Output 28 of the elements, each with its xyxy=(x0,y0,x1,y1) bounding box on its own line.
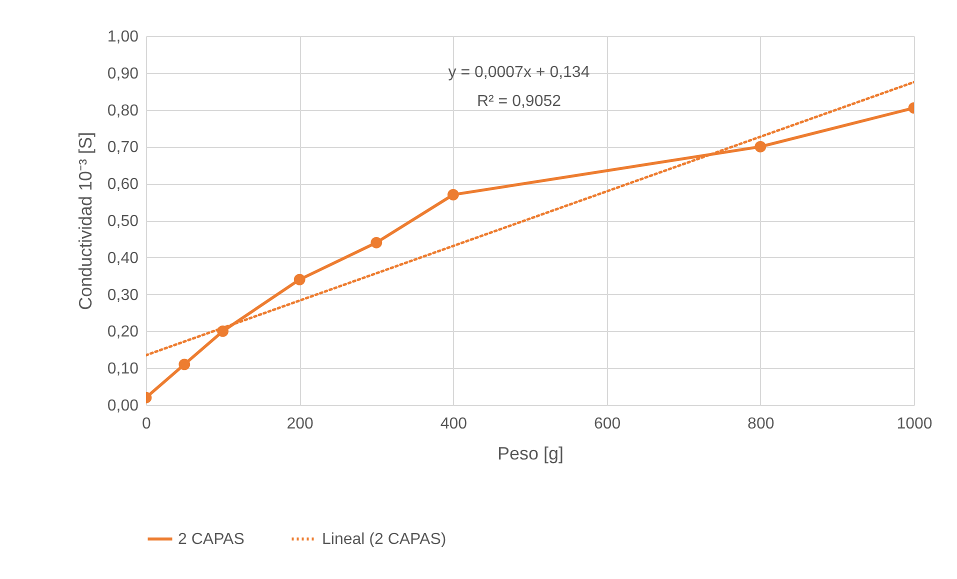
y-tick-label: 0,60 xyxy=(107,176,139,194)
point xyxy=(294,274,306,286)
y-tick-label: 0,40 xyxy=(107,250,139,267)
point xyxy=(448,188,459,200)
y-axis-title: Conductividad 10⁻³ [S] xyxy=(75,132,96,310)
x-tick-label: 200 xyxy=(286,416,314,432)
y-tick-label: 0,80 xyxy=(107,102,139,120)
y-tick-label: 0,30 xyxy=(107,286,139,304)
x-axis-title: Peso [g] xyxy=(497,444,564,464)
y-tick-label: 0,20 xyxy=(107,324,139,341)
point xyxy=(754,141,766,152)
x-tick-label: 400 xyxy=(440,416,468,432)
point xyxy=(370,236,382,248)
point xyxy=(178,358,190,370)
annotation: R² = 0,9052 xyxy=(476,93,562,110)
legend-label: Lineal (2 CAPAS) xyxy=(322,531,446,548)
annotation: y = 0,0007x + 0,134 xyxy=(448,64,590,81)
x-tick-label: 1000 xyxy=(896,416,932,432)
y-tick-label: 0,90 xyxy=(107,65,139,82)
y-tick-label: 0,50 xyxy=(107,213,139,230)
y-tick-label: 0,70 xyxy=(107,139,139,156)
x-tick-label: 600 xyxy=(594,416,621,432)
y-tick-label: 0,00 xyxy=(107,398,139,414)
x-tick-label: 0 xyxy=(142,416,152,432)
y-tick-label: 0,10 xyxy=(107,360,139,378)
x-tick-label: 800 xyxy=(748,416,774,432)
legend-label: 2 CAPAS xyxy=(178,531,244,548)
y-tick-label: 1,00 xyxy=(107,28,139,46)
